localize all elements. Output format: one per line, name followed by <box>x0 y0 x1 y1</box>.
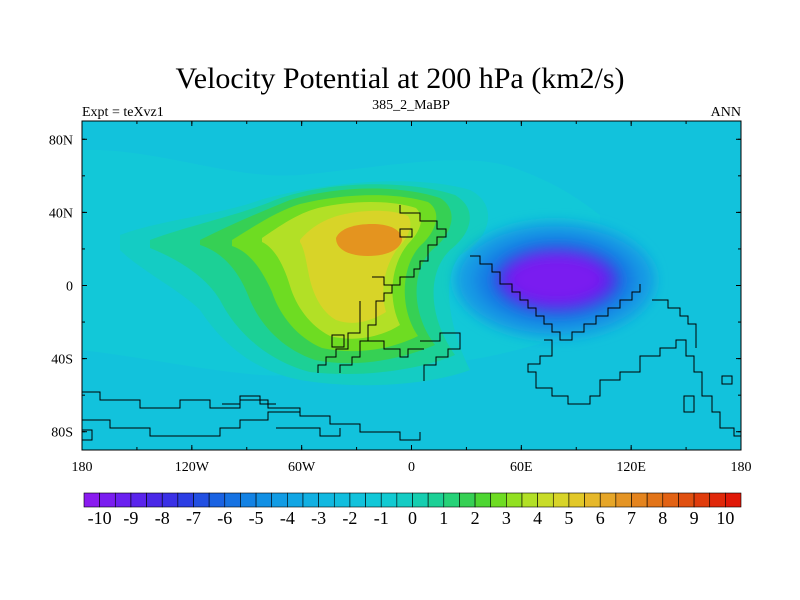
colorbar-swatch <box>271 492 288 508</box>
colorbar-swatch <box>146 492 163 508</box>
season-label: ANN <box>711 105 741 120</box>
colorbar-swatch <box>427 492 445 508</box>
colorbar-label: -2 <box>342 508 357 528</box>
colorbar-label: 1 <box>439 508 448 528</box>
colorbar-label: -7 <box>186 508 201 528</box>
colorbar-label: 9 <box>690 508 699 528</box>
colorbar-swatch <box>287 492 304 508</box>
colorbar-swatch <box>709 492 726 508</box>
colorbar-swatch <box>725 492 742 508</box>
colorbar-swatch <box>130 492 147 508</box>
colorbar-swatch <box>584 492 601 508</box>
colorbar-swatch <box>678 492 695 508</box>
colorbar-label: 3 <box>502 508 511 528</box>
case-label: 385_2_MaBP <box>372 98 450 113</box>
colorbar-swatch <box>255 492 273 508</box>
colorbar-swatch <box>83 492 100 508</box>
colorbar-swatch <box>177 492 194 508</box>
x-tick-label: 0 <box>408 460 415 475</box>
colorbar-swatch <box>412 492 429 508</box>
x-tick-label: 180 <box>731 460 752 475</box>
colorbar-label: -5 <box>249 508 264 528</box>
colorbar-swatch <box>208 492 226 508</box>
colorbar-label: 7 <box>627 508 636 528</box>
colorbar-swatch <box>506 492 523 508</box>
y-tick-label: 80N <box>49 133 73 148</box>
experiment-label: Expt = teXvz1 <box>82 105 164 120</box>
colorbar-swatch <box>114 492 132 508</box>
colorbar-swatch <box>599 492 617 508</box>
colorbar-swatch <box>693 492 711 508</box>
colorbar-label: 6 <box>596 508 605 528</box>
colorbar-label: -4 <box>280 508 295 528</box>
colorbar-swatch <box>490 492 507 508</box>
colorbar-label: 0 <box>408 508 417 528</box>
colorbar-swatch <box>380 492 398 508</box>
colorbar-swatch <box>349 492 366 508</box>
negative-center-shading <box>455 222 655 338</box>
x-tick-label: 120E <box>616 460 646 475</box>
colorbar-swatch <box>240 492 257 508</box>
x-tick-label: 60E <box>510 460 533 475</box>
positive-maximum <box>336 224 402 256</box>
colorbar-label: -6 <box>217 508 232 528</box>
colorbar-swatch <box>474 492 492 508</box>
colorbar-swatch <box>537 492 554 508</box>
divergent-center <box>510 257 602 301</box>
colorbar-label: 2 <box>471 508 480 528</box>
colorbar-label: -3 <box>311 508 326 528</box>
colorbar-swatch <box>568 492 585 508</box>
colorbar-swatch <box>193 492 210 508</box>
chart-title: Velocity Potential at 200 hPa (km2/s) <box>175 62 624 95</box>
colorbar-label: -10 <box>88 508 112 528</box>
colorbar-swatch <box>224 492 241 508</box>
x-tick-label: 60W <box>288 460 316 475</box>
colorbar-swatch <box>443 492 460 508</box>
contour-field <box>82 121 741 450</box>
colorbar-label: 8 <box>658 508 667 528</box>
colorbar-label: 10 <box>716 508 734 528</box>
y-tick-label: 40N <box>49 206 73 221</box>
colorbar-swatch <box>99 492 116 508</box>
colorbar-swatch <box>333 492 351 508</box>
colorbar-label: 4 <box>533 508 542 528</box>
colorbar-label: -1 <box>374 508 389 528</box>
x-axis: 180 120W 60W 0 60E 120E 180 <box>72 121 752 475</box>
x-tick-label: 180 <box>72 460 93 475</box>
colorbar-swatch <box>521 492 538 508</box>
colorbar-swatch <box>646 492 664 508</box>
colorbar-swatch <box>459 492 476 508</box>
x-tick-label: 120W <box>175 460 210 475</box>
colorbar-swatch <box>631 492 648 508</box>
colorbar-swatch <box>396 492 413 508</box>
coastline-outlines <box>82 205 741 441</box>
colorbar-swatch <box>318 492 335 508</box>
colorbar-labels: -10 -9 -8 -7 -6 -5 -4 -3 -2 -1 0 1 2 3 4 5 6 7 8 9 10 <box>88 508 735 528</box>
colorbar-swatch <box>161 492 179 508</box>
colorbar-label: -9 <box>123 508 138 528</box>
colorbar-swatch <box>552 492 570 508</box>
y-axis: 80N 40N 0 40S 80S <box>49 133 741 441</box>
colorbar-swatch <box>365 492 382 508</box>
colorbar-swatch <box>662 492 679 508</box>
colorbar-label: 5 <box>564 508 573 528</box>
colorbar <box>83 492 742 508</box>
colorbar-label: -8 <box>155 508 170 528</box>
y-tick-label: 80S <box>51 426 73 441</box>
colorbar-swatch <box>302 492 319 508</box>
colorbar-swatch <box>615 492 632 508</box>
y-tick-label: 0 <box>66 280 73 295</box>
y-tick-label: 40S <box>51 353 73 368</box>
